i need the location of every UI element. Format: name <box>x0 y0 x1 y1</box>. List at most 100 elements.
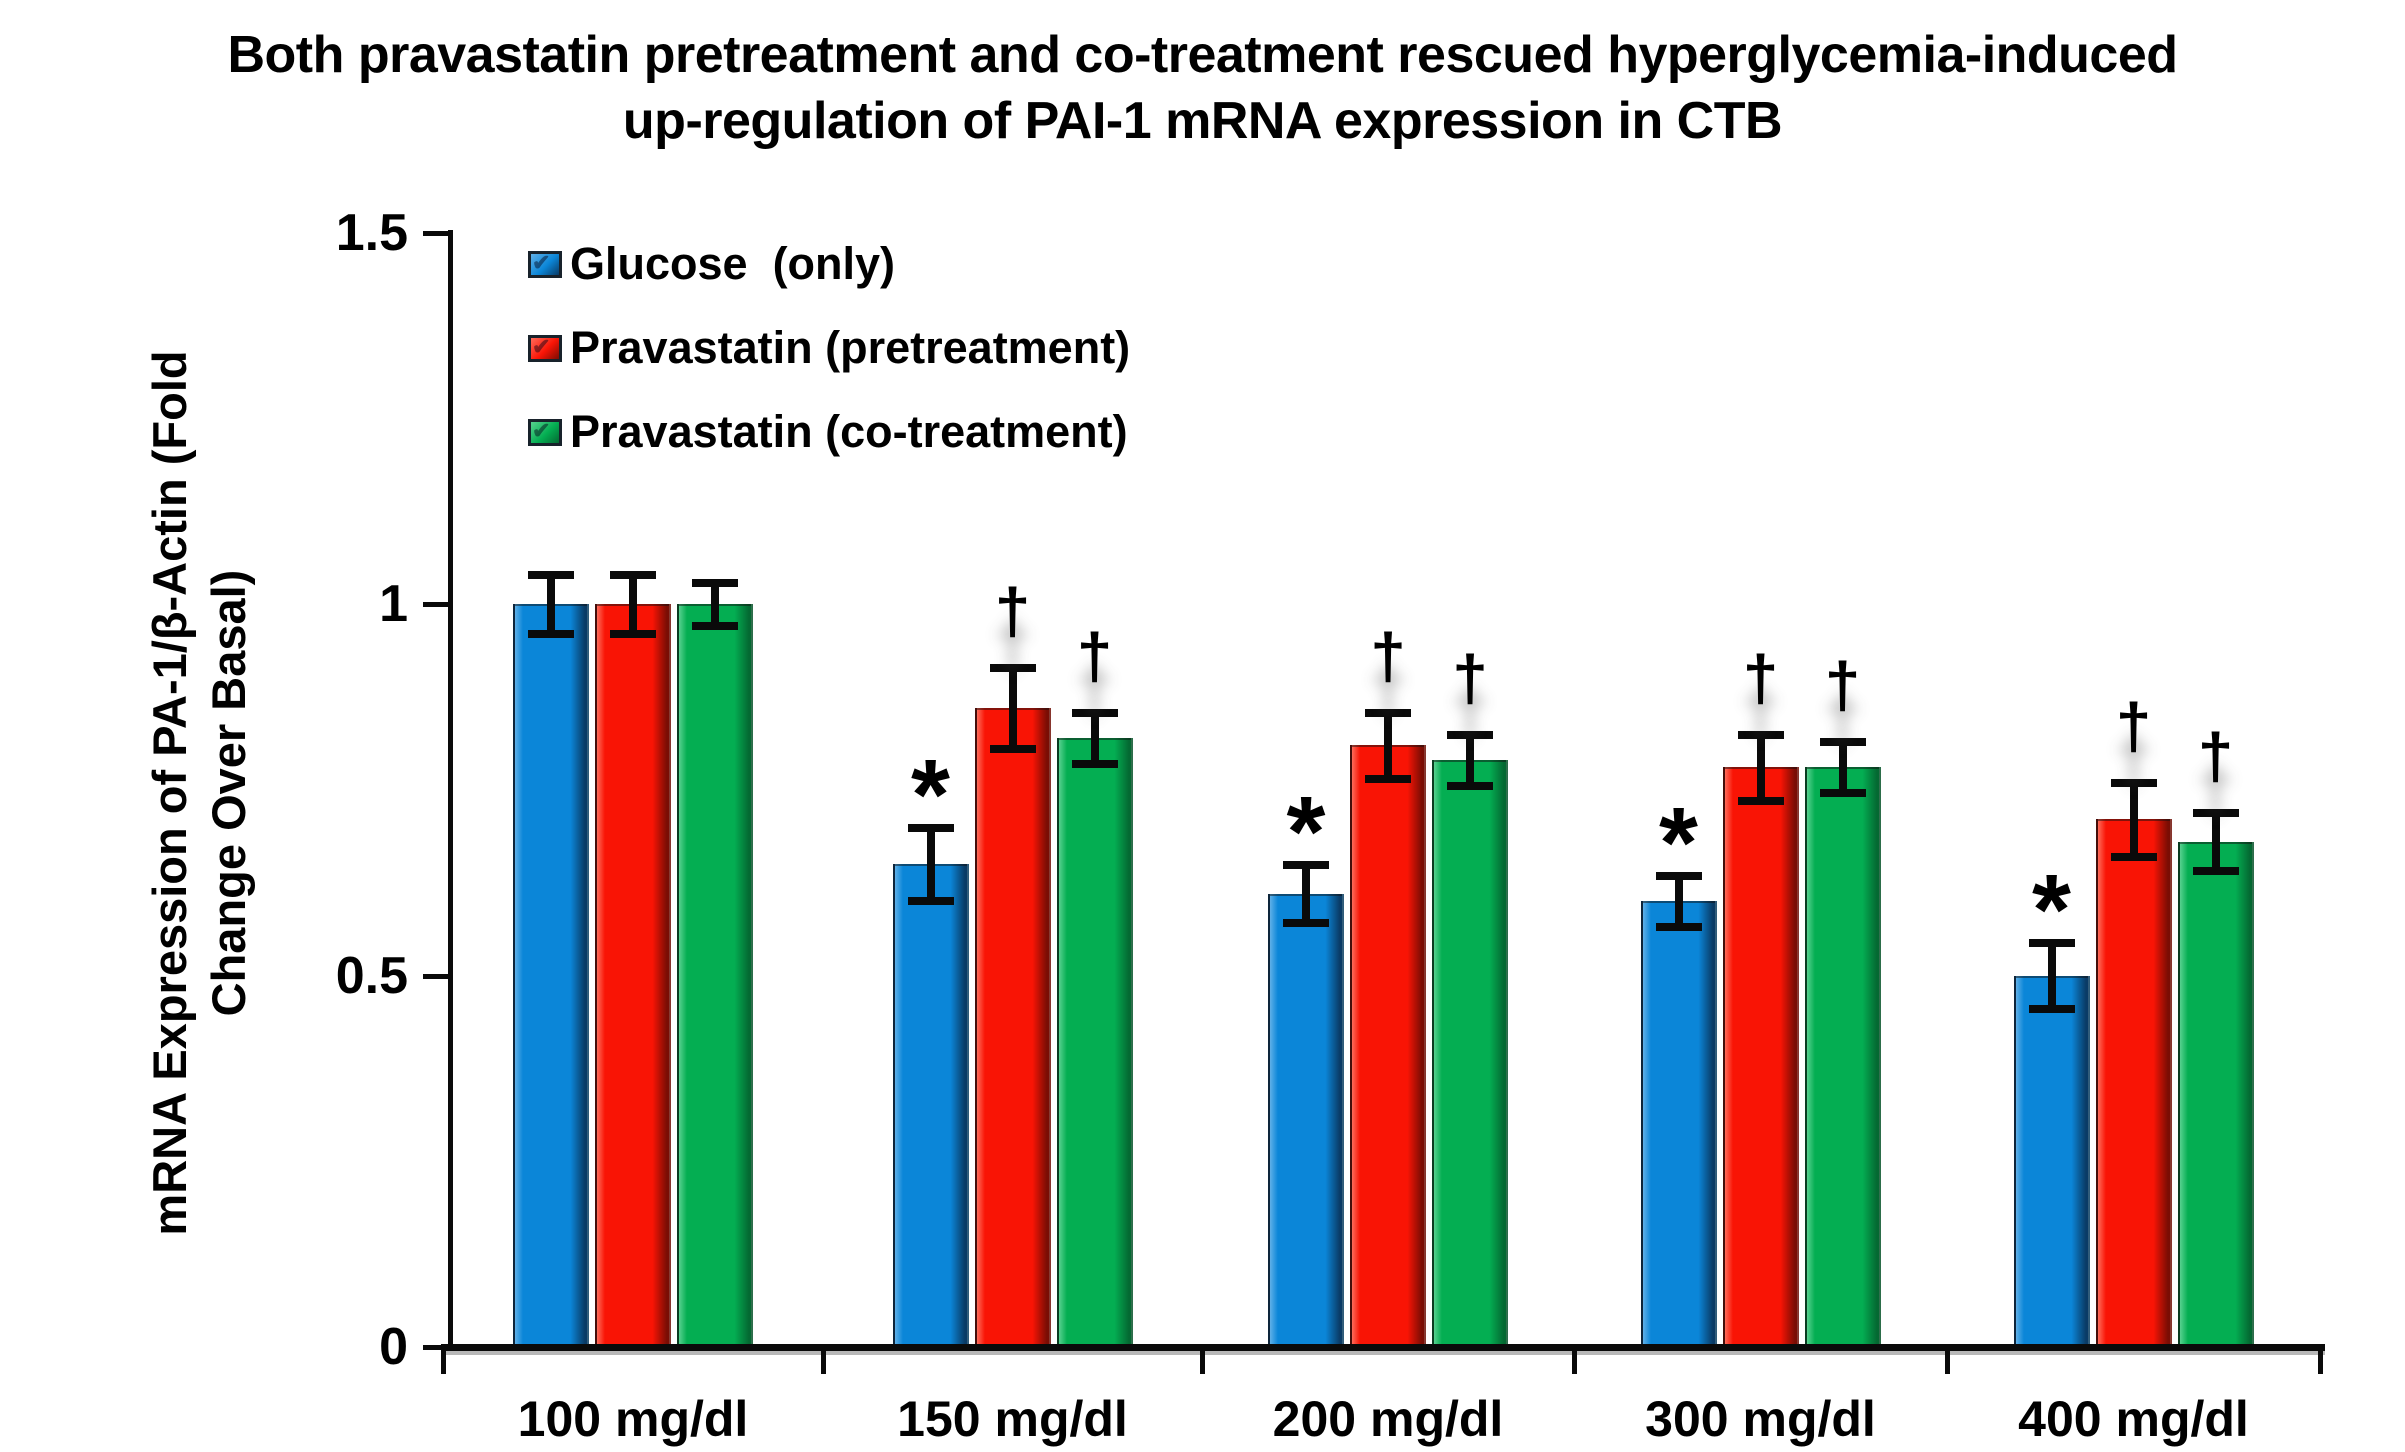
legend-swatch-icon: ✔ <box>528 417 562 446</box>
error-bar-cap-bottom <box>1655 923 1702 932</box>
error-bar-cap-top <box>1447 731 1493 740</box>
legend: ✔ Glucose (only) ✔ Pravastatin (pretreatmen… <box>528 222 1130 474</box>
chart-title-line1: Both pravastatin pretreatment and co-tre… <box>227 26 2178 84</box>
error-bar-cap-top <box>2110 779 2157 788</box>
error-bar-cap-bottom <box>907 897 954 906</box>
significance-dagger: † <box>994 575 1031 648</box>
x-axis-line <box>441 1344 2325 1351</box>
error-bar-line <box>2129 782 2138 857</box>
legend-swatch-bevel-check-icon: ✔ <box>532 333 551 359</box>
error-bar-line <box>1384 711 1392 779</box>
bar <box>1056 737 1133 1347</box>
x-category-label: 200 mg/dl <box>1272 1391 1504 1447</box>
y-axis-tick <box>423 1345 450 1350</box>
significance-dagger: † <box>1370 619 1406 692</box>
error-bar-cap-top <box>1071 708 1118 717</box>
bar <box>513 604 589 1347</box>
legend-label: Pravastatin (co-treatment) <box>570 406 1128 457</box>
bar <box>2095 819 2172 1347</box>
error-bar-cap-top <box>907 823 954 832</box>
error-bar-cap-top <box>1655 872 1702 881</box>
error-bar-cap-bottom <box>1737 796 1784 805</box>
x-category-label: 300 mg/dl <box>1645 1391 1876 1447</box>
x-axis-tick <box>821 1348 826 1374</box>
legend-label: Pravastatin (pretreatment) <box>570 322 1131 373</box>
y-tick-label: 0.5 <box>335 946 408 1005</box>
legend-swatch-icon: ✔ <box>528 333 562 362</box>
x-category-label: 400 mg/dl <box>2018 1391 2249 1447</box>
error-bar-cap-bottom <box>1283 919 1329 928</box>
error-bar-cap-bottom <box>1819 789 1866 798</box>
error-bar-line <box>1090 711 1099 764</box>
x-axis-tick <box>1200 1348 1205 1374</box>
error-bar-cap-bottom <box>528 629 574 638</box>
x-axis-tick <box>1945 1348 1950 1374</box>
bar <box>2177 841 2254 1347</box>
significance-asterisk: * <box>1286 776 1326 889</box>
bar <box>1804 767 1881 1347</box>
significance-dagger: † <box>1742 642 1779 715</box>
bar <box>595 604 671 1347</box>
error-bar-cap-top <box>1819 738 1866 747</box>
error-bar-line <box>629 574 637 634</box>
significance-asterisk: * <box>1659 787 1698 900</box>
y-axis-title-line2: Change Over Basal) <box>202 569 255 1017</box>
bar <box>1432 760 1508 1347</box>
error-bar-cap-bottom <box>2192 867 2239 876</box>
bar <box>1722 767 1799 1347</box>
significance-dagger: † <box>2197 720 2234 793</box>
y-axis-title-line1: mRNA Expression of PA-1/β-Actin (Fold <box>143 350 196 1236</box>
error-bar-cap-bottom <box>692 622 738 631</box>
error-bar-line <box>2047 942 2056 1009</box>
error-bar-cap-top <box>1737 731 1784 740</box>
error-bar-cap-bottom <box>1447 782 1493 791</box>
y-tick-label: 1.5 <box>335 203 408 262</box>
error-bar-cap-top <box>692 578 738 587</box>
chart-title-line2: up-regulation of PAI-1 mRNA expression i… <box>622 92 1783 150</box>
x-category-label: 100 mg/dl <box>517 1391 749 1447</box>
legend-item: ✔ Glucose (only) <box>528 222 1130 306</box>
bar <box>2013 975 2090 1347</box>
significance-asterisk: * <box>2032 854 2071 967</box>
error-bar-cap-top <box>1283 861 1329 870</box>
error-bar-line <box>1466 734 1474 787</box>
legend-item: ✔ Pravastatin (co-treatment) <box>528 390 1130 474</box>
error-bar-line <box>1838 741 1847 794</box>
legend-label: Glucose (only) <box>570 238 896 289</box>
y-axis-line <box>448 230 453 1349</box>
error-bar-cap-bottom <box>1071 759 1118 768</box>
legend-swatch-icon: ✔ <box>528 249 562 278</box>
bar <box>1640 901 1717 1347</box>
error-bar-cap-top <box>2192 809 2239 818</box>
legend-swatch-bevel-check-icon: ✔ <box>532 249 551 275</box>
error-bar-cap-bottom <box>989 744 1036 753</box>
legend-swatch-bevel-check-icon: ✔ <box>532 417 551 443</box>
error-bar-line <box>1302 864 1310 924</box>
error-bar-cap-top <box>1365 708 1411 717</box>
error-bar-line <box>1008 667 1017 749</box>
error-bar-line <box>926 826 935 902</box>
significance-dagger: † <box>1076 619 1113 692</box>
error-bar-cap-bottom <box>2110 852 2157 861</box>
error-bar-cap-top <box>989 664 1036 673</box>
error-bar-cap-bottom <box>610 629 656 638</box>
x-category-label: 150 mg/dl <box>897 1391 1128 1447</box>
x-axis-tick <box>441 1348 446 1374</box>
bar <box>974 708 1051 1347</box>
error-bar-line <box>1756 734 1765 801</box>
chart-title: Both pravastatin pretreatment and co-tre… <box>0 22 2405 154</box>
x-axis-tick <box>1572 1348 1577 1374</box>
y-axis-tick <box>423 602 450 607</box>
y-axis-title: mRNA Expression of PA-1/β-Actin (Fold Ch… <box>140 155 260 1431</box>
error-bar-cap-top <box>528 571 574 580</box>
error-bar-cap-bottom <box>1365 774 1411 783</box>
bar <box>1350 745 1426 1347</box>
y-tick-label: 1 <box>379 575 408 633</box>
error-bar-line <box>711 581 719 627</box>
error-bar-line <box>1674 875 1683 928</box>
error-bar-cap-bottom <box>2028 1004 2075 1013</box>
error-bar-line <box>547 574 555 634</box>
error-bar-cap-top <box>2028 939 2075 948</box>
bar <box>892 864 969 1347</box>
